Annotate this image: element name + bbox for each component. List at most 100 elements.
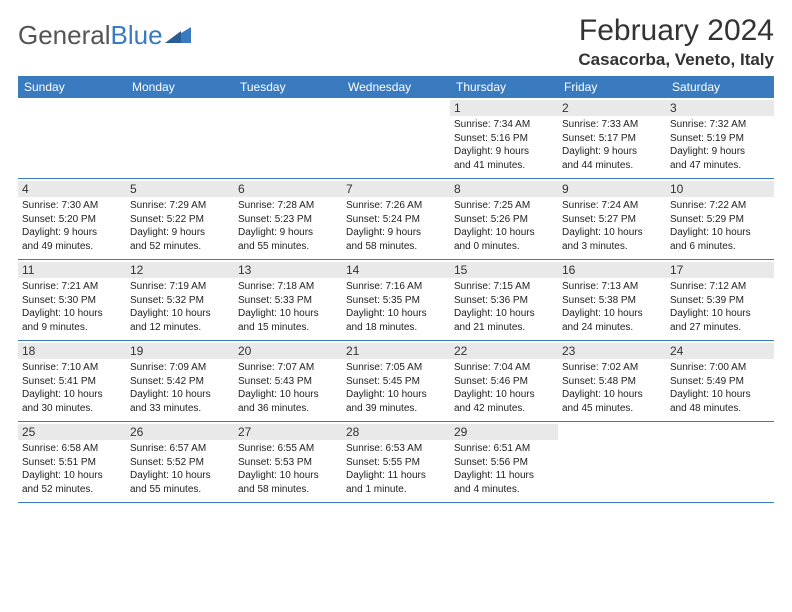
- sunrise-text: Sunrise: 7:30 AM: [22, 199, 122, 213]
- daynum-bar: 29: [450, 424, 558, 440]
- daynum-bar: 16: [558, 262, 666, 278]
- dl1-text: Daylight: 10 hours: [670, 307, 770, 321]
- sunset-text: Sunset: 5:19 PM: [670, 132, 770, 146]
- daynum-bar: 19: [126, 343, 234, 359]
- calendar-cell: 13Sunrise: 7:18 AMSunset: 5:33 PMDayligh…: [234, 260, 342, 340]
- day-number: 19: [130, 344, 230, 358]
- daynum-bar: 6: [234, 181, 342, 197]
- dl1-text: Daylight: 10 hours: [346, 388, 446, 402]
- title-block: February 2024 Casacorba, Veneto, Italy: [578, 14, 774, 70]
- sunset-text: Sunset: 5:49 PM: [670, 375, 770, 389]
- sunset-text: Sunset: 5:27 PM: [562, 213, 662, 227]
- sunset-text: Sunset: 5:29 PM: [670, 213, 770, 227]
- sunset-text: Sunset: 5:38 PM: [562, 294, 662, 308]
- day-number: 11: [22, 263, 122, 277]
- dayhead-wed: Wednesday: [342, 76, 450, 98]
- dl1-text: Daylight: 10 hours: [454, 307, 554, 321]
- dl2-text: and 18 minutes.: [346, 321, 446, 335]
- dl1-text: Daylight: 9 hours: [562, 145, 662, 159]
- week-row: 4Sunrise: 7:30 AMSunset: 5:20 PMDaylight…: [18, 179, 774, 260]
- calendar-cell: 9Sunrise: 7:24 AMSunset: 5:27 PMDaylight…: [558, 179, 666, 259]
- day-number: 26: [130, 425, 230, 439]
- calendar-cell: 15Sunrise: 7:15 AMSunset: 5:36 PMDayligh…: [450, 260, 558, 340]
- day-number: 21: [346, 344, 446, 358]
- dl1-text: Daylight: 10 hours: [562, 388, 662, 402]
- sunrise-text: Sunrise: 7:25 AM: [454, 199, 554, 213]
- calendar: Sunday Monday Tuesday Wednesday Thursday…: [18, 76, 774, 503]
- sunset-text: Sunset: 5:36 PM: [454, 294, 554, 308]
- calendar-cell: 26Sunrise: 6:57 AMSunset: 5:52 PMDayligh…: [126, 422, 234, 502]
- day-number: 29: [454, 425, 554, 439]
- day-number: 20: [238, 344, 338, 358]
- daynum-bar: 27: [234, 424, 342, 440]
- dl2-text: and 21 minutes.: [454, 321, 554, 335]
- calendar-cell: 10Sunrise: 7:22 AMSunset: 5:29 PMDayligh…: [666, 179, 774, 259]
- dl2-text: and 4 minutes.: [454, 483, 554, 497]
- week-row: 1Sunrise: 7:34 AMSunset: 5:16 PMDaylight…: [18, 98, 774, 179]
- dl1-text: Daylight: 11 hours: [454, 469, 554, 483]
- dl2-text: and 58 minutes.: [346, 240, 446, 254]
- calendar-cell: 19Sunrise: 7:09 AMSunset: 5:42 PMDayligh…: [126, 341, 234, 421]
- dayhead-mon: Monday: [126, 76, 234, 98]
- brand-part2: Blue: [111, 20, 163, 51]
- sunrise-text: Sunrise: 7:19 AM: [130, 280, 230, 294]
- dl1-text: Daylight: 9 hours: [22, 226, 122, 240]
- daynum-bar: 3: [666, 100, 774, 116]
- day-number: 9: [562, 182, 662, 196]
- sunset-text: Sunset: 5:23 PM: [238, 213, 338, 227]
- calendar-cell: [18, 98, 126, 178]
- daynum-bar: 12: [126, 262, 234, 278]
- sunset-text: Sunset: 5:56 PM: [454, 456, 554, 470]
- daynum-bar: 7: [342, 181, 450, 197]
- day-number: 18: [22, 344, 122, 358]
- day-number: 22: [454, 344, 554, 358]
- dl1-text: Daylight: 10 hours: [670, 226, 770, 240]
- calendar-cell: [342, 98, 450, 178]
- sunrise-text: Sunrise: 7:07 AM: [238, 361, 338, 375]
- sunrise-text: Sunrise: 6:53 AM: [346, 442, 446, 456]
- day-number: 4: [22, 182, 122, 196]
- day-header-row: Sunday Monday Tuesday Wednesday Thursday…: [18, 76, 774, 98]
- dl2-text: and 52 minutes.: [22, 483, 122, 497]
- sunrise-text: Sunrise: 7:26 AM: [346, 199, 446, 213]
- daynum-bar: 14: [342, 262, 450, 278]
- header: GeneralBlue February 2024 Casacorba, Ven…: [18, 14, 774, 70]
- dl1-text: Daylight: 10 hours: [130, 469, 230, 483]
- dl1-text: Daylight: 9 hours: [238, 226, 338, 240]
- brand-logo: GeneralBlue: [18, 14, 191, 51]
- sunrise-text: Sunrise: 7:21 AM: [22, 280, 122, 294]
- daynum-bar: 13: [234, 262, 342, 278]
- daynum-bar: 17: [666, 262, 774, 278]
- daynum-bar: 23: [558, 343, 666, 359]
- week-row: 11Sunrise: 7:21 AMSunset: 5:30 PMDayligh…: [18, 260, 774, 341]
- week-row: 18Sunrise: 7:10 AMSunset: 5:41 PMDayligh…: [18, 341, 774, 422]
- daynum-bar: 24: [666, 343, 774, 359]
- sunrise-text: Sunrise: 7:10 AM: [22, 361, 122, 375]
- day-number: 25: [22, 425, 122, 439]
- day-number: 27: [238, 425, 338, 439]
- day-number: 10: [670, 182, 770, 196]
- sunset-text: Sunset: 5:32 PM: [130, 294, 230, 308]
- day-number: 28: [346, 425, 446, 439]
- sunset-text: Sunset: 5:53 PM: [238, 456, 338, 470]
- calendar-cell: 24Sunrise: 7:00 AMSunset: 5:49 PMDayligh…: [666, 341, 774, 421]
- dl1-text: Daylight: 10 hours: [670, 388, 770, 402]
- dl2-text: and 30 minutes.: [22, 402, 122, 416]
- calendar-cell: 21Sunrise: 7:05 AMSunset: 5:45 PMDayligh…: [342, 341, 450, 421]
- dl1-text: Daylight: 10 hours: [346, 307, 446, 321]
- dl2-text: and 1 minute.: [346, 483, 446, 497]
- day-number: 15: [454, 263, 554, 277]
- daynum-bar: 2: [558, 100, 666, 116]
- sunrise-text: Sunrise: 7:33 AM: [562, 118, 662, 132]
- dl2-text: and 3 minutes.: [562, 240, 662, 254]
- dayhead-fri: Friday: [558, 76, 666, 98]
- daynum-bar: 1: [450, 100, 558, 116]
- sunset-text: Sunset: 5:20 PM: [22, 213, 122, 227]
- dl2-text: and 33 minutes.: [130, 402, 230, 416]
- daynum-bar: 10: [666, 181, 774, 197]
- daynum-bar: 28: [342, 424, 450, 440]
- calendar-cell: 12Sunrise: 7:19 AMSunset: 5:32 PMDayligh…: [126, 260, 234, 340]
- sunrise-text: Sunrise: 7:12 AM: [670, 280, 770, 294]
- dl1-text: Daylight: 10 hours: [562, 226, 662, 240]
- sunrise-text: Sunrise: 7:13 AM: [562, 280, 662, 294]
